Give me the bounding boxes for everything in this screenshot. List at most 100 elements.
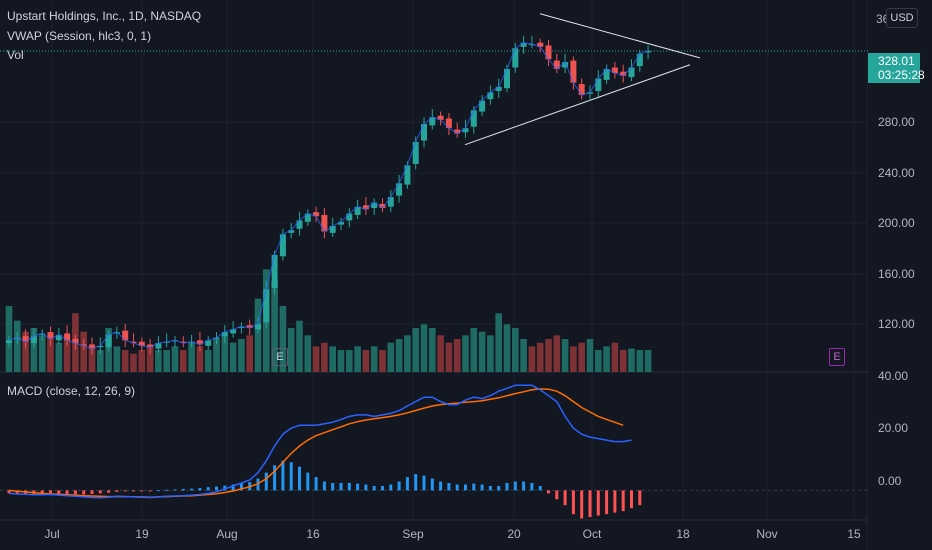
macd-histogram-bar bbox=[464, 484, 467, 491]
candle bbox=[30, 336, 37, 344]
volume-bar bbox=[296, 320, 303, 372]
macd-histogram-bar bbox=[372, 485, 376, 491]
macd-histogram-bar bbox=[613, 490, 617, 513]
candle bbox=[636, 53, 643, 67]
candle bbox=[39, 333, 46, 335]
macd-histogram-bar bbox=[447, 483, 451, 491]
volume-bar bbox=[213, 339, 220, 372]
macd-histogram-bar bbox=[480, 484, 484, 491]
macd-histogram-bar bbox=[90, 490, 94, 494]
volume-bar bbox=[586, 339, 594, 372]
volume-bar bbox=[536, 342, 544, 372]
candle bbox=[89, 344, 95, 349]
macd-histogram-bar bbox=[605, 490, 609, 515]
volume-bar bbox=[603, 346, 610, 372]
candle bbox=[462, 128, 469, 133]
candle bbox=[520, 42, 527, 47]
volume-bar bbox=[528, 346, 536, 372]
macd-histogram-bar bbox=[123, 490, 127, 492]
candle bbox=[72, 338, 79, 344]
volume-bar bbox=[229, 342, 237, 372]
volume-bar bbox=[611, 342, 619, 372]
macd-histogram-bar bbox=[140, 490, 144, 492]
macd-histogram-bar bbox=[289, 462, 293, 491]
macd-histogram-bar bbox=[173, 489, 177, 491]
volume-bar bbox=[478, 331, 486, 372]
candle bbox=[362, 205, 369, 210]
volume-bar bbox=[404, 335, 411, 372]
volume-bar bbox=[429, 328, 436, 372]
volume-bar bbox=[130, 353, 137, 372]
earnings-marker[interactable]: E bbox=[272, 348, 288, 366]
candle bbox=[6, 340, 12, 344]
macd-histogram-bar bbox=[497, 485, 501, 491]
candle bbox=[296, 220, 303, 229]
earnings-marker-upcoming[interactable]: E bbox=[829, 348, 845, 366]
volume-bar bbox=[470, 328, 478, 372]
macd-histogram-bar bbox=[223, 485, 227, 491]
macd-legend[interactable]: MACD (close, 12, 26, 9) bbox=[7, 384, 136, 398]
currency-button[interactable]: USD bbox=[886, 8, 918, 28]
macd-histogram-bar bbox=[165, 489, 169, 491]
candle bbox=[263, 289, 270, 323]
volume-bar bbox=[337, 350, 345, 372]
macd-histogram-bar bbox=[522, 481, 526, 491]
time-label: 19 bbox=[135, 527, 149, 541]
price-tick: 280.00 bbox=[878, 115, 915, 129]
macd-histogram-bar bbox=[530, 483, 534, 491]
macd-histogram-bar bbox=[98, 490, 102, 494]
macd-histogram-bar bbox=[306, 472, 310, 491]
candle bbox=[611, 67, 618, 74]
volume-bar bbox=[55, 342, 63, 372]
macd-histogram-bar bbox=[239, 483, 243, 491]
volume-bar bbox=[155, 350, 162, 372]
macd-line bbox=[8, 384, 632, 499]
candle bbox=[620, 71, 627, 76]
volume-legend[interactable]: Vol bbox=[7, 48, 24, 62]
volume-bar bbox=[578, 342, 585, 372]
volume-bar bbox=[304, 335, 312, 372]
candle bbox=[255, 323, 261, 330]
volume-bar bbox=[420, 324, 428, 372]
volume-bar bbox=[113, 346, 121, 372]
candle bbox=[246, 325, 253, 328]
macd-histogram-bar bbox=[505, 483, 509, 491]
candle bbox=[487, 92, 494, 100]
volume-bar bbox=[146, 346, 154, 372]
candle bbox=[55, 334, 62, 341]
macd-histogram-bar bbox=[389, 484, 393, 491]
candle bbox=[304, 213, 311, 222]
candle bbox=[371, 202, 378, 209]
volume-bar bbox=[379, 350, 386, 372]
macd-histogram-bar bbox=[82, 490, 86, 495]
macd-histogram-bar bbox=[57, 490, 61, 494]
volume-bar bbox=[80, 331, 87, 372]
macd-histogram-bar bbox=[156, 490, 160, 492]
candle bbox=[64, 333, 71, 341]
candle bbox=[113, 332, 120, 334]
candle bbox=[429, 117, 436, 126]
volume-bar bbox=[595, 350, 602, 372]
macd-histogram-bar bbox=[555, 490, 559, 500]
macd-histogram-bar bbox=[49, 490, 52, 494]
candle bbox=[130, 341, 137, 344]
macd-histogram-bar bbox=[331, 483, 335, 491]
volume-bar bbox=[462, 335, 469, 372]
volume-bar bbox=[362, 350, 370, 372]
symbol-legend[interactable]: Upstart Holdings, Inc., 1D, NASDAQ bbox=[7, 9, 202, 23]
candle bbox=[338, 221, 344, 225]
time-label: Oct bbox=[582, 527, 602, 541]
time-label: 20 bbox=[507, 527, 521, 541]
vwap-legend[interactable]: VWAP (Session, hlc3, 0, 1) bbox=[7, 29, 152, 43]
candle bbox=[479, 100, 486, 112]
price-chart[interactable] bbox=[0, 0, 868, 550]
candle bbox=[412, 141, 419, 164]
price-tick: 200.00 bbox=[878, 216, 915, 230]
candle bbox=[329, 225, 336, 233]
candle bbox=[47, 332, 54, 339]
candle bbox=[105, 334, 112, 348]
candle bbox=[354, 206, 361, 215]
candle bbox=[230, 329, 237, 334]
volume-bar bbox=[14, 320, 21, 372]
candle bbox=[545, 45, 552, 60]
